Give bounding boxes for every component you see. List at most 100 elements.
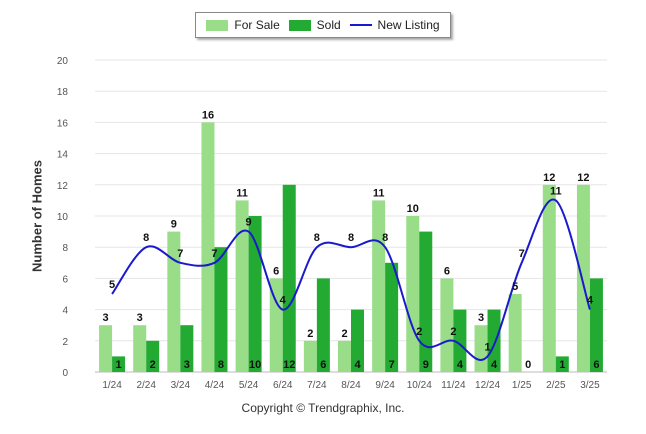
- data-label-for-sale: 5: [512, 281, 518, 293]
- x-tick-label: 4/24: [205, 380, 225, 391]
- x-tick-label: 3/25: [580, 380, 600, 391]
- data-label-for-sale: 3: [137, 312, 143, 324]
- data-label-new-listing: 8: [382, 232, 388, 244]
- data-label-for-sale: 9: [171, 219, 177, 231]
- copyright-footer: Copyright © Trendgraphix, Inc.: [241, 401, 405, 415]
- bar-for-sale: [269, 278, 283, 372]
- x-tick-label: 1/24: [102, 380, 122, 391]
- x-tick-label: 7/24: [307, 380, 327, 391]
- x-tick-label: 1/25: [512, 380, 532, 391]
- x-tick-label: 3/24: [171, 380, 191, 391]
- bar-sold: [214, 247, 228, 372]
- data-label-sold: 7: [389, 359, 395, 371]
- data-label-sold: 10: [249, 359, 261, 371]
- data-label-new-listing: 7: [177, 248, 183, 260]
- data-label-sold: 6: [593, 359, 599, 371]
- y-tick-label: 16: [57, 118, 69, 129]
- legend-label-new-listing: New Listing: [377, 18, 440, 32]
- data-label-new-listing: 2: [416, 326, 422, 338]
- data-label-for-sale: 6: [444, 265, 450, 277]
- data-label-new-listing: 7: [519, 248, 525, 260]
- y-tick-label: 20: [57, 56, 69, 67]
- data-label-sold: 4: [491, 359, 498, 371]
- data-label-for-sale: 16: [202, 109, 214, 121]
- x-tick-label: 11/24: [441, 380, 466, 391]
- bar-sold: [180, 325, 194, 372]
- legend-swatch-for-sale: [206, 19, 229, 31]
- bar-for-sale: [167, 231, 181, 372]
- data-label-for-sale: 2: [341, 328, 347, 340]
- bar-for-sale: [99, 325, 113, 372]
- x-tick-label: 2/24: [136, 380, 156, 391]
- data-label-sold: 0: [525, 359, 531, 371]
- data-label-sold: 6: [320, 359, 326, 371]
- bar-sold: [112, 356, 126, 372]
- legend-item-for-sale: For Sale: [206, 18, 280, 32]
- data-label-for-sale: 3: [103, 312, 109, 324]
- y-tick-label: 6: [62, 274, 68, 285]
- data-label-for-sale: 12: [543, 172, 555, 184]
- bar-for-sale: [576, 184, 590, 372]
- y-axis-label: Number of Homes: [29, 160, 45, 272]
- data-label-new-listing: 8: [314, 232, 320, 244]
- legend-swatch-new-listing: [349, 24, 372, 26]
- data-label-for-sale: 11: [236, 187, 248, 199]
- y-tick-label: 2: [62, 337, 68, 348]
- bar-for-sale: [338, 340, 351, 372]
- bar-for-sale: [201, 122, 215, 373]
- data-label-for-sale: 12: [577, 172, 589, 184]
- bar-sold: [351, 309, 364, 372]
- bar-sold: [555, 356, 569, 372]
- bar-sold: [487, 309, 501, 372]
- legend: For Sale Sold New Listing: [195, 12, 451, 38]
- line-new-listing: [111, 198, 591, 361]
- bar-for-sale: [372, 200, 386, 372]
- x-tick-label: 6/24: [273, 380, 293, 391]
- data-label-new-listing: 4: [280, 295, 287, 307]
- x-tick-label: 12/24: [475, 380, 500, 391]
- bar-for-sale: [508, 294, 522, 372]
- legend-label-sold: Sold: [316, 18, 341, 32]
- bar-for-sale: [303, 340, 317, 372]
- y-tick-label: 4: [62, 306, 68, 317]
- bar-for-sale: [235, 200, 249, 372]
- x-tick-label: 9/24: [375, 380, 395, 391]
- bar-for-sale: [440, 278, 454, 372]
- legend-item-sold: Sold: [288, 18, 341, 32]
- bar-sold: [248, 216, 262, 372]
- y-tick-label: 10: [57, 212, 69, 223]
- data-label-new-listing: 5: [109, 279, 115, 291]
- y-tick-label: 12: [57, 181, 69, 192]
- bar-sold: [453, 309, 467, 372]
- data-label-for-sale: 10: [407, 203, 419, 215]
- y-tick-label: 14: [57, 150, 69, 161]
- x-tick-label: 10/24: [407, 380, 432, 391]
- legend-swatch-sold: [288, 19, 311, 31]
- legend-item-new-listing: New Listing: [349, 18, 440, 32]
- data-label-sold: 4: [354, 359, 361, 371]
- y-tick-label: 0: [62, 368, 68, 379]
- data-label-sold: 2: [150, 359, 156, 371]
- bar-sold: [419, 231, 433, 372]
- data-label-new-listing: 4: [587, 295, 594, 307]
- x-tick-label: 8/24: [341, 380, 361, 391]
- bar-sold: [282, 184, 296, 372]
- bar-sold: [385, 262, 399, 372]
- bar-sold: [146, 340, 160, 372]
- bar-for-sale: [133, 325, 147, 372]
- data-label-sold: 4: [457, 359, 464, 371]
- data-label-new-listing: 7: [211, 248, 217, 260]
- data-label-sold: 9: [423, 359, 429, 371]
- y-tick-label: 18: [57, 87, 69, 98]
- data-label-for-sale: 11: [373, 187, 385, 199]
- bar-sold: [589, 278, 603, 372]
- data-label-for-sale: 6: [273, 265, 279, 277]
- x-tick-label: 2/25: [546, 380, 566, 391]
- data-label-sold: 3: [184, 359, 190, 371]
- data-label-new-listing: 11: [550, 185, 562, 197]
- bar-sold: [316, 278, 330, 372]
- bar-for-sale: [406, 216, 420, 372]
- data-label-sold: 1: [116, 359, 122, 371]
- data-label-for-sale: 3: [478, 312, 484, 324]
